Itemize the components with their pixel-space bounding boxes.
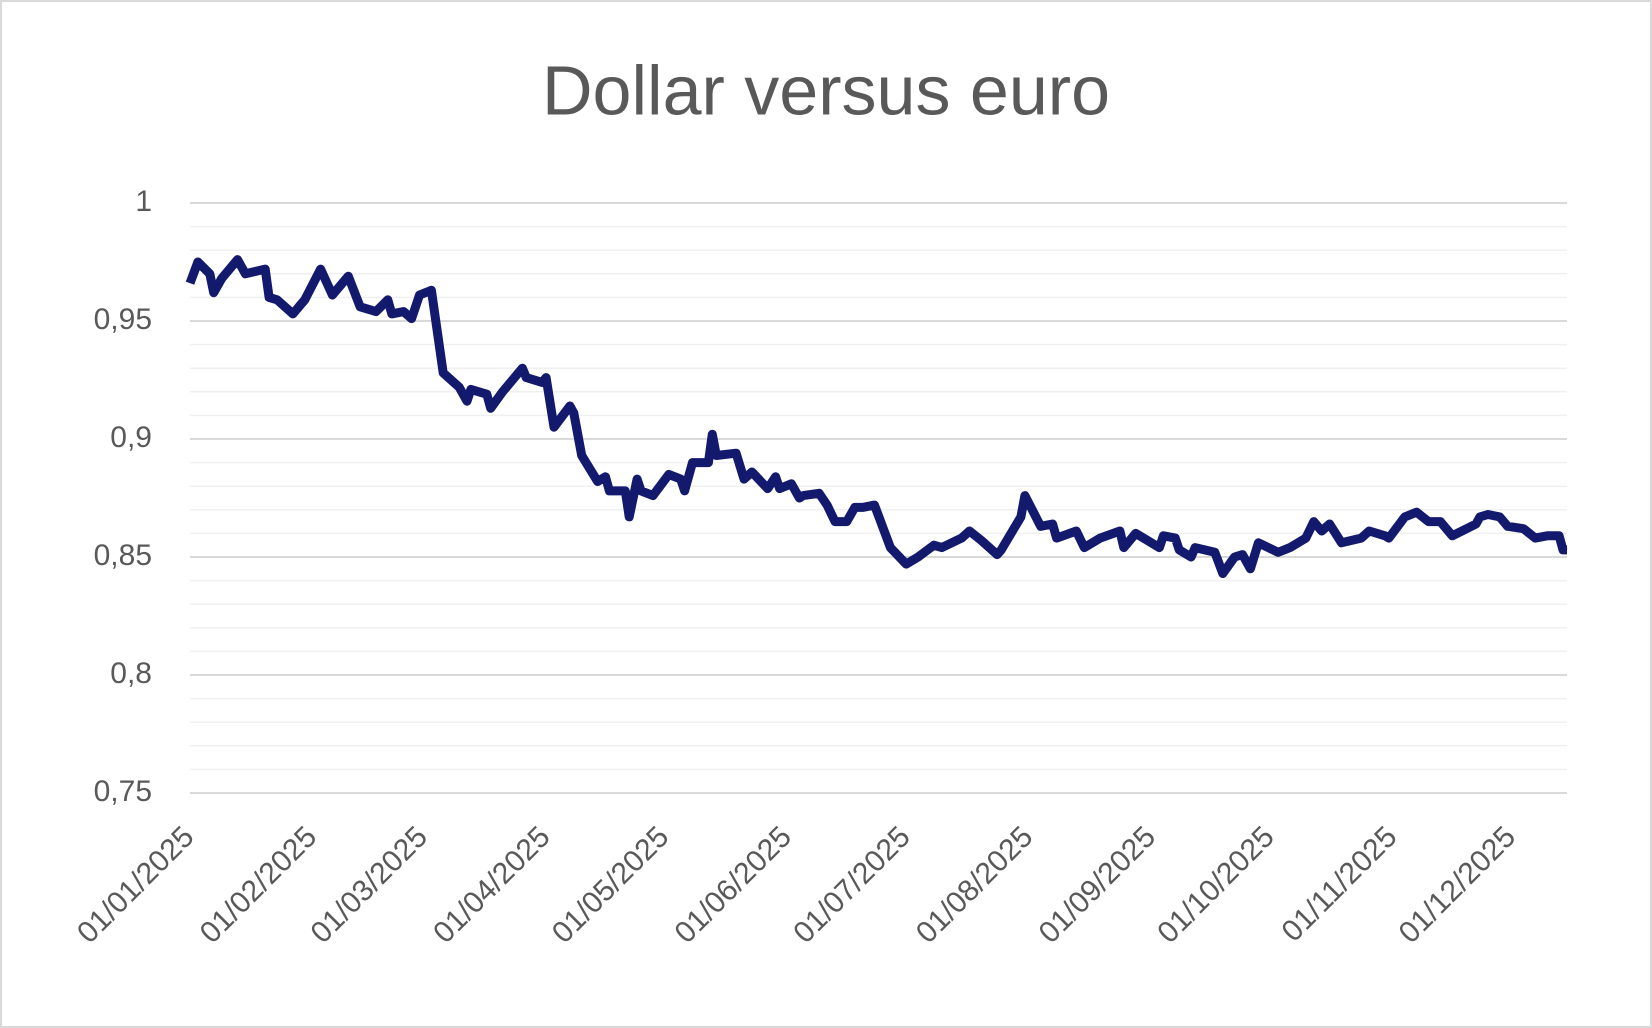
data-line bbox=[185, 255, 1568, 578]
y-tick-label: 0,85 bbox=[94, 539, 152, 572]
y-tick-label: 1 bbox=[135, 185, 152, 218]
y-tick-label: 0,8 bbox=[110, 657, 152, 690]
y-tick-label: 0,95 bbox=[94, 303, 152, 336]
y-tick-label: 0,75 bbox=[94, 775, 152, 808]
y-tick-label: 0,9 bbox=[110, 421, 152, 454]
chart-title: Dollar versus euro bbox=[542, 51, 1110, 129]
